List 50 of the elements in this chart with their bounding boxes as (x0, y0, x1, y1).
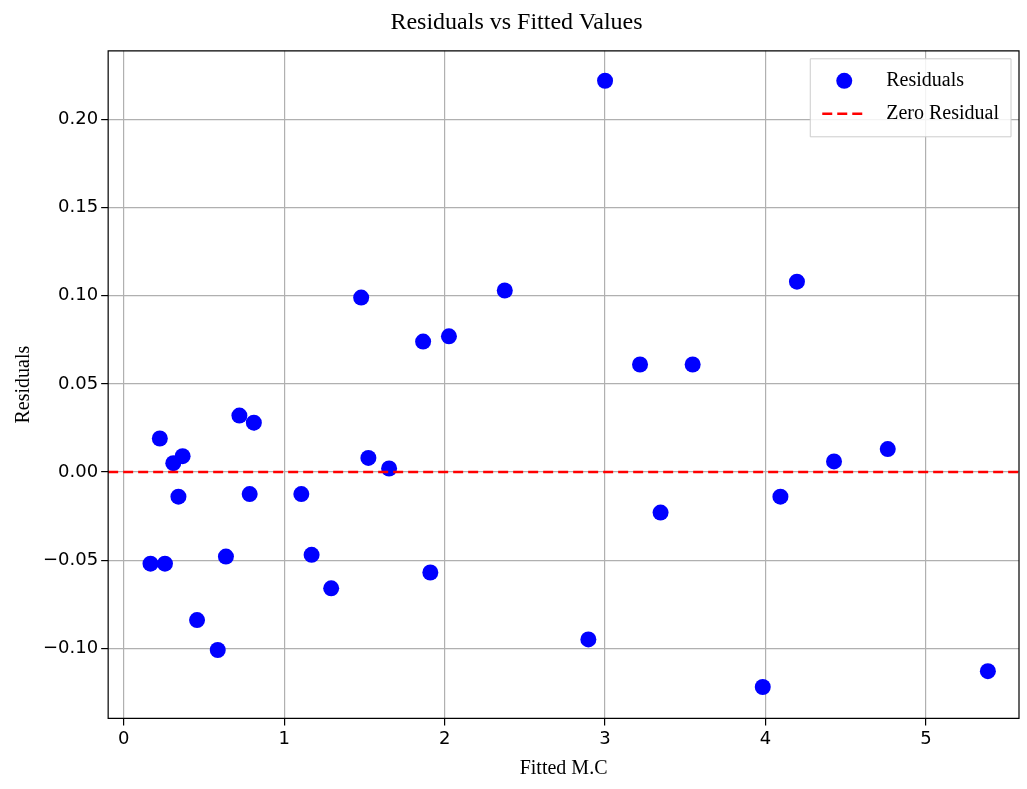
point (440, 328, 457, 345)
point (217, 548, 234, 565)
point (772, 488, 789, 505)
y-tick-label: 0.20 (58, 107, 99, 129)
y-tick-label: 0.00 (58, 459, 99, 481)
x-axis-title: Fitted M.C (519, 756, 608, 779)
point (360, 449, 377, 466)
point (632, 356, 649, 373)
y-tick-label: −0.05 (42, 547, 99, 569)
point (142, 555, 159, 572)
point (754, 679, 771, 696)
point (422, 564, 439, 581)
point (652, 504, 669, 521)
point (293, 486, 310, 503)
point (597, 72, 614, 89)
point (353, 289, 370, 306)
point (174, 448, 191, 465)
y-tick-label: 0.05 (58, 371, 99, 393)
point (156, 555, 173, 572)
x-tick-label: 2 (438, 726, 451, 748)
point (381, 460, 398, 477)
chart-title: Residuals vs Fitted Values (390, 7, 643, 34)
x-tick-label: 3 (599, 726, 611, 748)
point (170, 488, 187, 505)
x-tick-label: 4 (759, 726, 772, 748)
point (684, 356, 701, 373)
y-tick-label: −0.10 (42, 635, 99, 657)
point (979, 663, 996, 680)
point (231, 407, 248, 424)
legend-label: Residuals (886, 68, 965, 91)
y-tick-label: 0.10 (58, 283, 99, 305)
point (788, 273, 805, 290)
point (209, 642, 226, 659)
point (415, 333, 432, 350)
point (189, 612, 206, 629)
point (826, 453, 843, 470)
y-tick-label: 0.15 (58, 195, 99, 217)
x-tick-label: 1 (278, 726, 290, 748)
x-tick-label: 0 (118, 726, 130, 748)
point (241, 486, 258, 503)
legend-label: Zero Residual (886, 101, 1000, 124)
point (323, 580, 340, 597)
point (245, 414, 262, 431)
point (580, 631, 597, 648)
point (151, 430, 168, 447)
point (303, 546, 320, 563)
x-tick-label: 5 (920, 726, 932, 748)
point (496, 282, 513, 299)
y-axis-title: Residuals (11, 345, 34, 424)
point (879, 441, 896, 458)
